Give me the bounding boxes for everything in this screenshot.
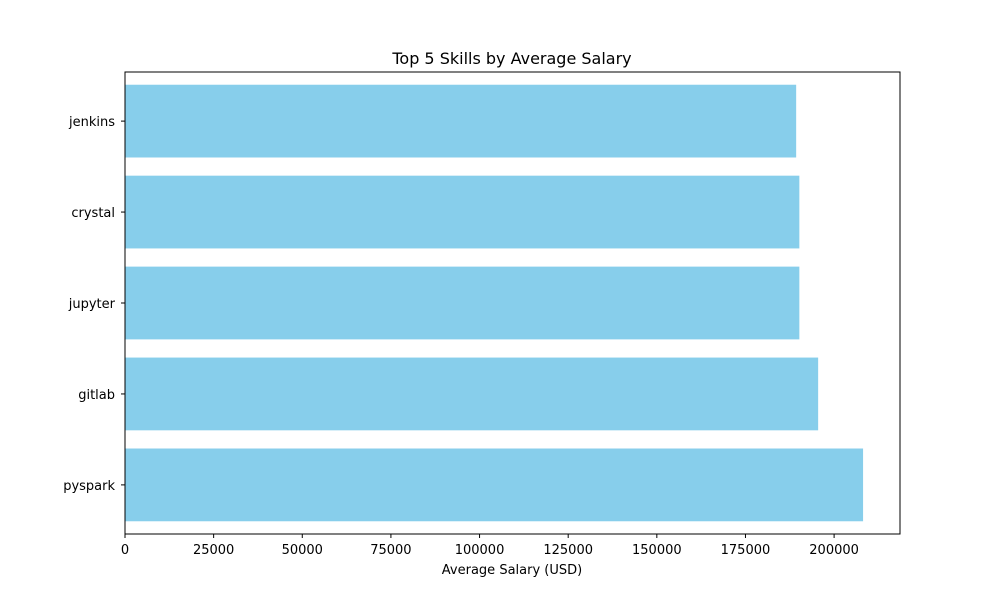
y-tick-label: pyspark bbox=[63, 479, 115, 494]
x-tick-label: 25000 bbox=[193, 543, 234, 558]
x-axis-label: Average Salary (USD) bbox=[442, 563, 582, 578]
x-tick-label: 125000 bbox=[543, 543, 593, 558]
bar-pyspark bbox=[125, 448, 864, 522]
bar-crystal bbox=[125, 175, 800, 249]
bar-jenkins bbox=[125, 84, 797, 158]
y-axis-ticks: pyspark gitlab jupyter crystal jenkins bbox=[63, 115, 125, 494]
x-tick-label: 75000 bbox=[370, 543, 411, 558]
x-tick-label: 0 bbox=[121, 543, 129, 558]
chart-title: Top 5 Skills by Average Salary bbox=[391, 49, 631, 68]
x-axis-ticks: 0 25000 50000 75000 100000 125000 150000 175000… bbox=[121, 534, 859, 558]
x-tick-label: 175000 bbox=[721, 543, 771, 558]
y-tick-label: crystal bbox=[71, 206, 115, 221]
plot-area-frame bbox=[124, 71, 901, 535]
y-tick-label: gitlab bbox=[78, 388, 115, 403]
bars-layer bbox=[125, 84, 864, 522]
bar-jupyter bbox=[125, 266, 800, 340]
x-tick-label: 100000 bbox=[455, 543, 505, 558]
x-tick-label: 200000 bbox=[809, 543, 859, 558]
bar-gitlab bbox=[125, 357, 819, 431]
x-tick-label: 150000 bbox=[632, 543, 682, 558]
y-tick-label: jupyter bbox=[68, 297, 116, 312]
y-tick-label: jenkins bbox=[68, 115, 115, 130]
x-tick-label: 50000 bbox=[282, 543, 323, 558]
